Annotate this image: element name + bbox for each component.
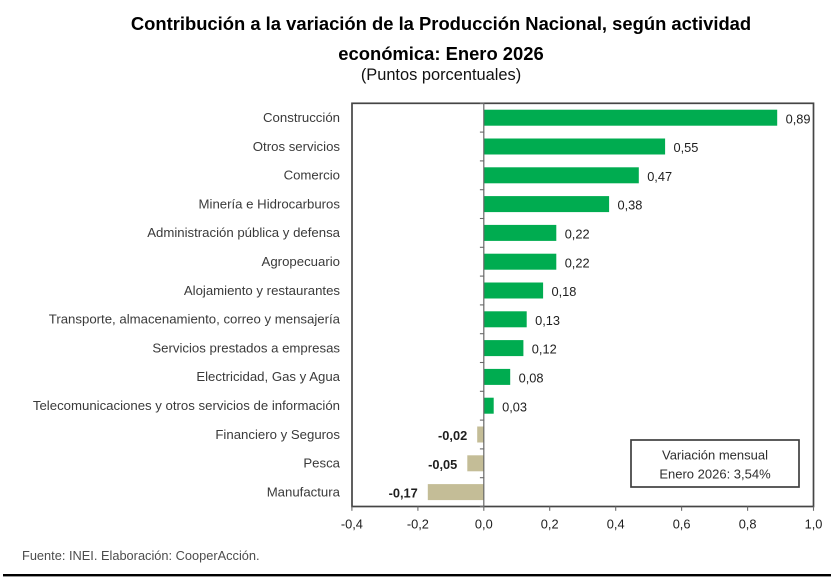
- svg-text:-0,17: -0,17: [389, 486, 418, 501]
- svg-text:0,18: 0,18: [552, 284, 577, 299]
- svg-text:Financiero y Seguros: Financiero y Seguros: [215, 427, 340, 442]
- svg-text:Minería e Hidrocarburos: Minería e Hidrocarburos: [199, 196, 341, 211]
- svg-text:Manufactura: Manufactura: [267, 484, 341, 499]
- svg-text:Variación mensual: Variación mensual: [662, 448, 768, 463]
- svg-text:-0,2: -0,2: [407, 517, 429, 532]
- svg-text:Alojamiento y restaurantes: Alojamiento y restaurantes: [184, 283, 341, 298]
- svg-text:Electricidad, Gas y Agua: Electricidad, Gas y Agua: [196, 369, 340, 384]
- svg-text:0,13: 0,13: [535, 313, 560, 328]
- svg-text:0,12: 0,12: [532, 342, 557, 357]
- svg-text:Otros servicios: Otros servicios: [253, 139, 341, 154]
- svg-text:Comercio: Comercio: [284, 168, 340, 183]
- svg-text:0,8: 0,8: [739, 517, 757, 532]
- svg-text:0,22: 0,22: [565, 255, 590, 270]
- svg-text:Agropecuario: Agropecuario: [262, 254, 340, 269]
- svg-text:Servicios prestados a empresas: Servicios prestados a empresas: [152, 340, 340, 355]
- svg-text:-0,05: -0,05: [428, 457, 457, 472]
- svg-text:0,47: 0,47: [647, 169, 672, 184]
- svg-text:Transporte, almacenamiento, co: Transporte, almacenamiento, correo y men…: [49, 312, 341, 327]
- svg-text:0,55: 0,55: [674, 140, 699, 155]
- svg-text:Administración pública y defen: Administración pública y defensa: [147, 225, 340, 240]
- svg-text:Construcción: Construcción: [263, 110, 340, 125]
- svg-text:-0,02: -0,02: [438, 428, 467, 443]
- svg-text:0,08: 0,08: [519, 371, 544, 386]
- svg-text:0,4: 0,4: [607, 517, 625, 532]
- svg-text:0,0: 0,0: [475, 517, 493, 532]
- svg-text:0,89: 0,89: [786, 111, 811, 126]
- svg-text:0,6: 0,6: [673, 517, 691, 532]
- svg-text:1,0: 1,0: [805, 517, 823, 532]
- svg-text:0,38: 0,38: [618, 198, 643, 213]
- svg-text:0,03: 0,03: [502, 399, 527, 414]
- svg-text:-0,4: -0,4: [341, 517, 363, 532]
- svg-text:Pesca: Pesca: [303, 456, 340, 471]
- svg-text:0,2: 0,2: [541, 517, 559, 532]
- svg-text:0,22: 0,22: [565, 227, 590, 242]
- svg-text:Telecomunicaciones y otros ser: Telecomunicaciones y otros servicios de …: [33, 398, 340, 413]
- svg-text:Enero 2026: 3,54%: Enero 2026: 3,54%: [659, 466, 771, 481]
